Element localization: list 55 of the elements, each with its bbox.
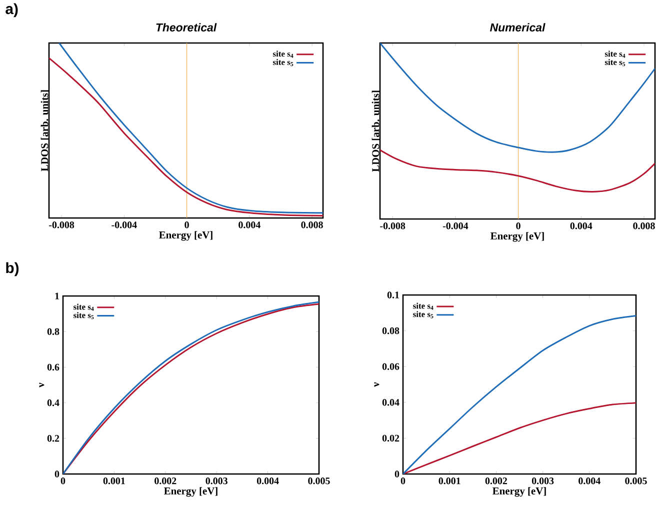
y-tick-label: 1 [55, 292, 59, 300]
x-tick-label: 0.008 [633, 222, 655, 230]
y-tick-label: 0.6 [47, 364, 60, 371]
x-axis-title: Energy [eV] [490, 232, 544, 242]
legend-label: site s$_{5}$ [273, 59, 294, 66]
text: a) [6, 3, 18, 18]
legend-label: site s$_{5}$ [74, 312, 94, 320]
y-tick-label: 0 [394, 470, 400, 478]
legend-label: site s$_{5}$ [413, 311, 434, 318]
x-tick-label: 0.001 [103, 478, 125, 484]
legend-label: site s$_{4}$ [74, 304, 94, 311]
chart-title: Numerical [490, 23, 546, 32]
x-tick-label: 0.004 [570, 222, 592, 230]
x-tick-label: -0.004 [442, 222, 468, 230]
x-tick-label: -0.008 [49, 222, 74, 228]
y-tick-label: 0.04 [382, 399, 400, 406]
x-tick-label: 0 [60, 478, 66, 484]
x-axis-title: Energy [eV] [492, 487, 546, 497]
x-axis-title: Energy [eV] [164, 487, 218, 497]
x-tick-label: 0.002 [485, 478, 507, 484]
text: b) [6, 262, 19, 276]
legend-label: site s$_{5}$ [604, 59, 626, 66]
x-tick-label: 0 [516, 222, 520, 230]
line-series [403, 402, 636, 474]
x-tick-label: 0 [400, 478, 406, 484]
x-axis-title: Energy [eV] [159, 231, 212, 241]
y-tick-label: 0 [54, 470, 60, 478]
x-tick-label: 0.003 [206, 478, 228, 484]
x-tick-label: -0.004 [112, 222, 137, 228]
legend-label: site s$_{4}$ [413, 302, 434, 310]
y-tick-label: 0.08 [382, 327, 400, 334]
x-tick-label: 0.001 [438, 478, 460, 484]
x-tick-label: 0.004 [578, 478, 600, 484]
legend-label: site s$_{4}$ [273, 50, 294, 58]
chart-title: Theoretical [156, 23, 217, 32]
y-tick-label: 0.02 [382, 434, 400, 442]
y-tick-label: 0.4 [47, 399, 60, 406]
x-tick-label: 0.004 [238, 222, 260, 228]
y-axis-title: LDOS [arb. units] [372, 90, 380, 172]
x-tick-label: 0.003 [532, 478, 554, 484]
y-tick-label: 0.2 [47, 435, 60, 442]
x-tick-label: 0.004 [256, 478, 279, 484]
x-tick-label: 0.002 [154, 478, 176, 484]
y-tick-label: 0.06 [382, 363, 400, 370]
x-tick-label: 0.005 [625, 478, 647, 484]
y-axis-title: ν [39, 382, 44, 388]
x-tick-label: 0.008 [301, 222, 323, 228]
y-axis-title: ν [374, 382, 380, 387]
x-tick-label: 0 [184, 222, 189, 228]
y-tick-label: 0.8 [47, 328, 60, 335]
y-tick-label: 0.1 [387, 292, 399, 298]
x-tick-label: 0.005 [308, 478, 330, 484]
y-axis-title: LDOS [arb. units] [40, 90, 50, 172]
x-tick-label: -0.008 [380, 222, 406, 230]
legend-label: site s$_{4}$ [604, 50, 626, 58]
